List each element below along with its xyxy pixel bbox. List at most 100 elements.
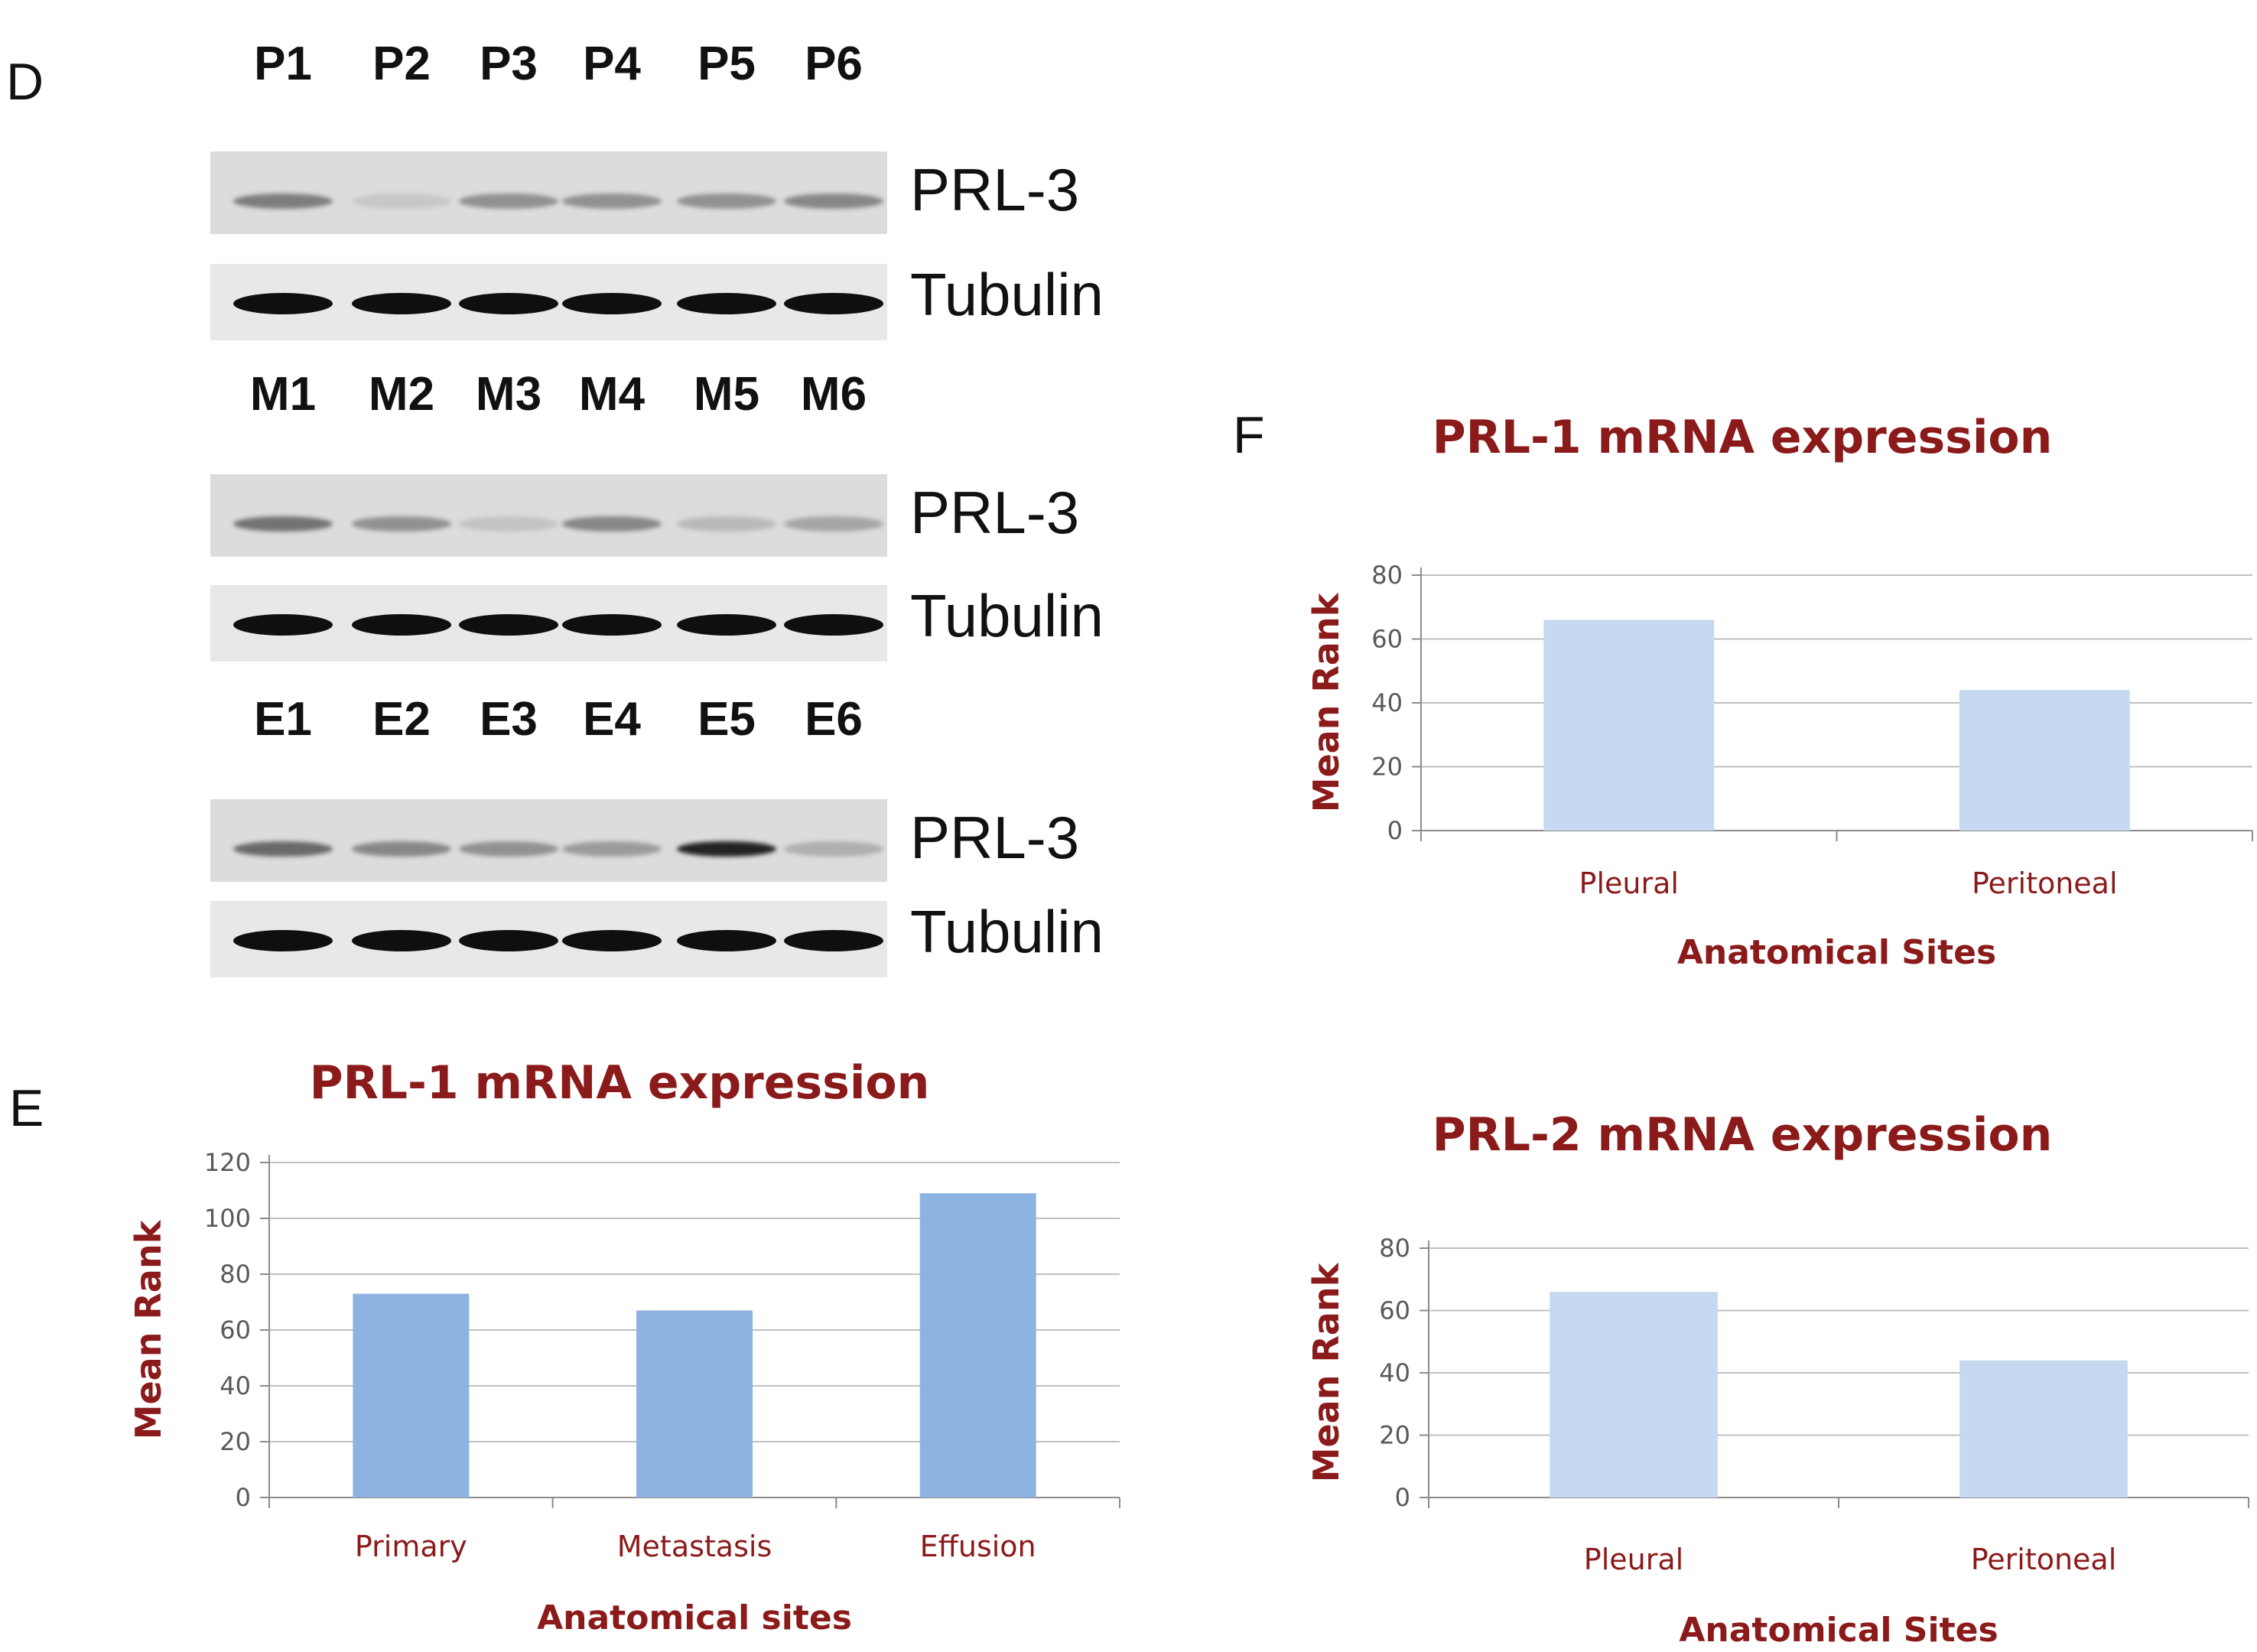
blot-band [784,516,883,532]
blot-band [784,193,883,209]
blot-band [562,841,662,857]
y-axis-label: Mean Rank [1306,592,1347,812]
x-tick-label: Primary [355,1530,467,1563]
bar [1550,1292,1718,1498]
y-tick-label: 40 [220,1371,251,1400]
blot-band [784,614,883,636]
x-tick-label: Pleural [1579,867,1679,900]
blot-band [677,930,776,951]
panel-letter-d: D [6,53,44,111]
bar [636,1310,753,1498]
blot-band [562,293,662,314]
y-tick-label: 20 [1371,753,1403,782]
x-axis-label: Anatomical Sites [1677,933,1996,972]
y-tick-label: 80 [1371,561,1403,590]
y-tick-label: 60 [220,1315,251,1345]
lane-label: E1 [254,693,312,746]
blot-band [784,841,883,857]
x-axis-label: Anatomical Sites [1679,1611,1998,1650]
lane-label: E6 [805,693,863,746]
y-tick-label: 0 [1387,816,1403,845]
x-axis-label: Anatomical sites [537,1598,852,1637]
tubulin-blot [210,264,887,340]
x-tick-label: Peritoneal [1972,867,2118,900]
prl3-label: PRL-3 [910,479,1080,546]
chart-prl2-pleural-peritoneal: PRL-2 mRNA expression 0 20 40 60 80 Pleural Per… [1306,1108,2249,1650]
x-tick-label: Peritoneal [1971,1543,2117,1576]
chart-title: PRL-1 mRNA expression [310,1056,930,1110]
lane-label: E5 [698,693,756,746]
blot-band [233,930,333,951]
lane-label: P6 [805,37,863,90]
blot-band [459,293,558,314]
tubulin-label: Tubulin [910,582,1104,649]
y-tick-label: 60 [1379,1296,1410,1325]
x-tick-label: Metastasis [617,1530,772,1563]
blot-band [233,516,333,532]
lane-label: M3 [475,368,542,421]
bar [1959,690,2130,831]
y-tick-label: 80 [220,1260,251,1289]
y-tick-label: 60 [1371,625,1403,654]
lane-label: M6 [800,368,867,421]
x-tick-label: Pleural [1584,1543,1683,1576]
lane-label: E3 [480,693,538,746]
lane-label: P2 [372,37,431,90]
lane-label: E2 [372,693,431,746]
y-tick-label: 0 [1395,1483,1410,1512]
blot-band [459,614,558,636]
prl3-label: PRL-3 [910,156,1080,223]
tubulin-blot [210,901,887,977]
blot-band [352,193,451,209]
chart-prl1-anatomical-sites: PRL-1 mRNA expression 0 20 40 60 80 100 120 Prim… [128,1056,1120,1637]
blot-band [677,516,776,532]
blot-band [562,193,662,209]
blot-band [352,930,451,951]
bar [919,1193,1036,1498]
blot-band [352,841,451,857]
tubulin-label: Tubulin [910,261,1104,328]
y-tick-label: 40 [1371,688,1403,717]
blot-band [459,193,558,209]
y-axis-label: Mean Rank [1306,1262,1347,1482]
blot-band [677,193,776,209]
blot-band [677,614,776,636]
lane-label: M1 [249,368,317,421]
blot-band [233,193,333,209]
blot-band [562,516,662,532]
blot-band [352,614,451,636]
chart-title: PRL-1 mRNA expression [1433,411,2053,464]
blot-band [784,930,883,951]
bar [1543,620,1715,831]
lane-label: E4 [583,693,641,746]
blot-band [459,841,558,857]
blot-band [459,516,558,532]
lane-label: P1 [254,37,312,90]
blot-band [352,293,451,314]
chart-prl1-pleural-peritoneal: PRL-1 mRNA expression 0 20 40 60 80 Pleural Per… [1306,411,2253,972]
blot-band [784,293,883,314]
blot-band [233,614,333,636]
blot-band [677,841,776,857]
blot-band [562,614,662,636]
bar [353,1293,470,1498]
panel-letter-e: E [9,1079,44,1137]
y-tick-label: 40 [1379,1358,1410,1387]
chart-title: PRL-2 mRNA expression [1433,1108,2053,1162]
blot-band [459,930,558,951]
y-axis-label: Mean Rank [128,1219,169,1439]
tubulin-label: Tubulin [910,898,1104,965]
y-tick-label: 80 [1379,1234,1410,1263]
lane-label: M2 [368,368,435,421]
y-tick-label: 120 [204,1148,251,1177]
blot-band [233,293,333,314]
blot-band [677,293,776,314]
prl3-blot [210,799,887,882]
blot-band [233,841,333,857]
lane-label: P4 [583,37,641,90]
bar [1959,1360,2128,1498]
tubulin-blot [210,585,887,662]
prl3-blot [210,151,887,234]
blot-band [352,516,451,532]
lane-label: M5 [693,368,760,421]
